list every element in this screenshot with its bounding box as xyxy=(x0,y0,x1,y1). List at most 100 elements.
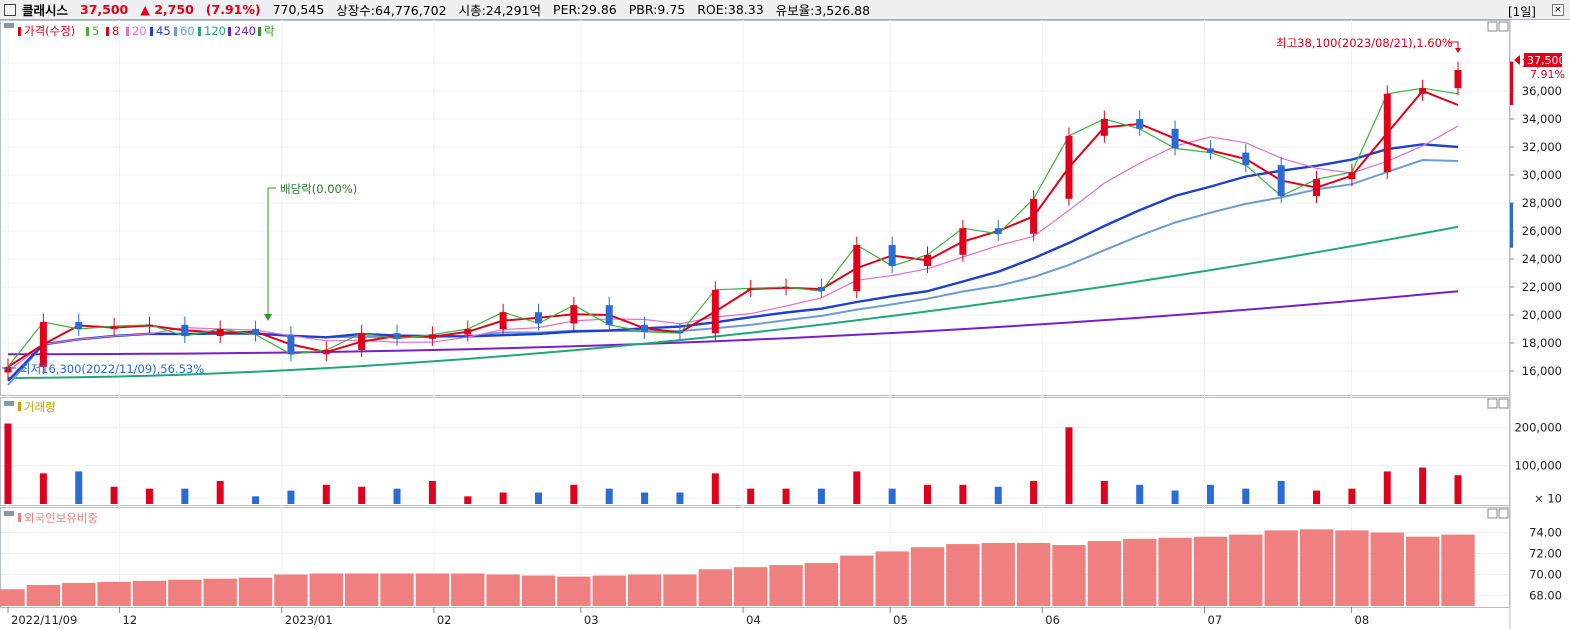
candle-body xyxy=(924,254,932,266)
foreign-bar xyxy=(521,575,556,606)
candle-body xyxy=(110,326,118,329)
price-tick-label: 36,000 xyxy=(1522,84,1562,98)
volume-value: 770,545 xyxy=(272,2,325,17)
volume-bar xyxy=(322,484,330,504)
candle-body xyxy=(888,245,896,266)
volume-title: 거래량 xyxy=(24,400,56,414)
price-panel-max-button xyxy=(1498,21,1509,32)
foreign-bar xyxy=(1299,529,1334,606)
date-tick-label: 04 xyxy=(746,613,761,627)
period-selector[interactable]: [1일] xyxy=(1507,5,1536,19)
foreign-bar xyxy=(1370,532,1404,606)
volume-bar xyxy=(782,488,790,504)
volume-bar xyxy=(216,481,224,504)
candle-body xyxy=(641,324,649,332)
price-tick-label: 26,000 xyxy=(1522,224,1562,238)
foreign-panel-max-button xyxy=(1498,508,1509,519)
candle-body xyxy=(464,329,472,335)
candle-body xyxy=(959,228,967,255)
volume-bar xyxy=(287,490,295,504)
volume-bar xyxy=(358,486,366,504)
volume-bar xyxy=(994,486,1002,504)
date-axis: 2022/11/09 12 2023/01 02 03 04 05 06 07 08 xyxy=(7,607,1370,627)
volume-bar xyxy=(1100,481,1108,504)
candle-body xyxy=(1065,135,1073,199)
foreign-bar xyxy=(627,574,662,606)
candle-body xyxy=(1348,172,1356,180)
volume-bar xyxy=(110,486,118,504)
pbr-value: PBR:9.75 xyxy=(628,2,686,17)
select-checkbox[interactable] xyxy=(4,3,16,16)
volume-panel-min-button xyxy=(1487,398,1498,409)
annotations: 최고38,100(2023/08/21),1.60% 최저16,300(2022… xyxy=(2,36,1566,376)
date-tick-label: 03 xyxy=(584,613,599,627)
date-tick-label: 2022/11/09 xyxy=(11,613,77,627)
volume-bar xyxy=(1065,427,1073,504)
foreign-tick-label: 68.00 xyxy=(1529,589,1562,603)
foreign-legend: 외국인보유비중 xyxy=(4,511,98,525)
candle-body xyxy=(1313,179,1321,196)
foreign-ownership-bars xyxy=(0,529,1475,606)
stock-chart[interactable]: 가격(수정) 5 8 20 45 60 120 240 락 16,000 18,0… xyxy=(0,20,1570,629)
volume-profile-bar xyxy=(1510,203,1513,248)
foreign-bar xyxy=(1123,538,1157,606)
foreign-bar xyxy=(62,582,96,606)
candle-body xyxy=(1383,93,1391,173)
last-price-tag xyxy=(1524,53,1562,67)
price-tick-label: 34,000 xyxy=(1522,112,1562,126)
volume-bar xyxy=(676,492,684,504)
candle-body xyxy=(782,287,790,289)
volume-bar xyxy=(641,492,649,504)
candle-body xyxy=(1100,119,1108,136)
foreign-bar xyxy=(309,573,343,606)
volume-tick-label: 200,000 xyxy=(1514,420,1562,434)
candle-body xyxy=(1277,165,1285,196)
foreign-bar xyxy=(592,575,626,606)
foreign-bar xyxy=(132,580,167,606)
foreign-bar xyxy=(698,569,732,606)
ma20-line xyxy=(7,125,1459,372)
volume-tick-label: × 10 xyxy=(1534,491,1562,505)
volume-bar xyxy=(924,484,932,504)
volume-bars xyxy=(4,423,1462,504)
foreign-bar xyxy=(557,576,591,606)
foreign-panel-min-button xyxy=(1487,508,1498,519)
close-icon[interactable]: × xyxy=(1552,4,1564,16)
candle-body xyxy=(181,324,189,336)
foreign-bar xyxy=(1087,540,1122,606)
legend-rak: 락 xyxy=(264,24,275,38)
candle-body xyxy=(1454,70,1462,89)
foreign-bar xyxy=(663,574,697,606)
foreign-bar xyxy=(451,573,485,606)
price-change: ▲ 2,750 xyxy=(140,2,194,17)
candle-body xyxy=(1419,88,1427,94)
volume-bar xyxy=(1313,490,1321,504)
moving-averages xyxy=(7,87,1459,386)
candle-body xyxy=(145,324,153,327)
volume-bar xyxy=(181,488,189,504)
candle-body xyxy=(570,305,578,324)
candle-body xyxy=(605,305,613,325)
volume-axis: 200,000 100,000 × 10 xyxy=(1514,420,1562,505)
candle-body xyxy=(711,289,719,334)
volume-bar xyxy=(711,473,719,504)
date-tick-label: 2023/01 xyxy=(285,613,333,627)
legend-price: 가격(수정) xyxy=(24,24,75,38)
volume-profile-bar xyxy=(1510,61,1513,105)
date-tick-label: 08 xyxy=(1355,613,1370,627)
price-tick-label: 20,000 xyxy=(1522,308,1562,322)
foreign-bar xyxy=(380,573,414,606)
candle-body xyxy=(853,245,861,292)
legend-ma5: 5 xyxy=(92,24,99,38)
foreign-title: 외국인보유비중 xyxy=(24,511,98,525)
volume-bar xyxy=(428,481,436,504)
price-tick-label: 28,000 xyxy=(1522,196,1562,210)
candle-body xyxy=(4,366,12,373)
panel-buttons[interactable] xyxy=(1487,21,1509,519)
volume-tick-label: 100,000 xyxy=(1514,459,1562,473)
candle-body xyxy=(994,228,1002,234)
foreign-tick-label: 70.00 xyxy=(1529,568,1562,582)
volume-bar xyxy=(252,496,260,504)
candle-body xyxy=(322,350,330,355)
foreign-bar xyxy=(1229,534,1263,606)
